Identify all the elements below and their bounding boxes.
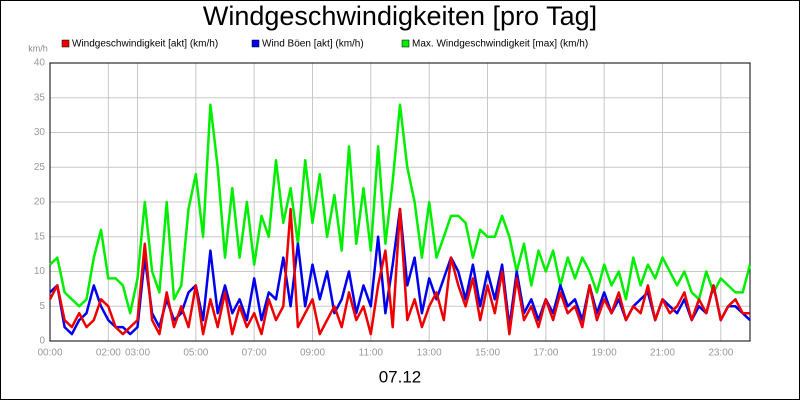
x-tick-label: 03:00 bbox=[125, 348, 150, 359]
y-tick-label: 15 bbox=[34, 231, 46, 242]
y-tick-label: 20 bbox=[34, 197, 46, 208]
x-tick-label: 00:00 bbox=[37, 348, 62, 359]
series-line bbox=[48, 207, 750, 336]
x-tick-label: 07:00 bbox=[242, 348, 267, 359]
x-label: 07.12 bbox=[379, 367, 422, 386]
legend-swatch bbox=[61, 39, 70, 48]
y-tick-label: 30 bbox=[34, 127, 46, 138]
y-tick-label: 40 bbox=[34, 58, 46, 69]
legend-swatch bbox=[401, 39, 410, 48]
y-tick-label: 25 bbox=[34, 162, 46, 173]
x-tick-label: 09:00 bbox=[300, 348, 325, 359]
x-tick-label: 13:00 bbox=[417, 348, 442, 359]
legend-label: Max. Windgeschwindigkeit [max] (km/h) bbox=[412, 39, 588, 50]
y-tick-label: 0 bbox=[39, 336, 45, 347]
x-tick-label: 21:00 bbox=[650, 348, 675, 359]
legend-swatch bbox=[251, 39, 260, 48]
legend-label: Wind Böen [akt] (km/h) bbox=[262, 39, 364, 50]
legend-label: Windgeschwindigkeit [akt] (km/h) bbox=[72, 39, 218, 50]
chart-title: Windgeschwindigkeiten [pro Tag] bbox=[203, 1, 597, 31]
x-tick-label: 11:00 bbox=[359, 348, 384, 359]
series-line bbox=[49, 103, 752, 315]
y-tick-label: 35 bbox=[34, 92, 46, 103]
y-tick-label: 5 bbox=[39, 301, 45, 312]
y-tick-label: 10 bbox=[34, 266, 46, 277]
x-tick-label: 15:00 bbox=[475, 348, 500, 359]
x-tick-label: 05:00 bbox=[183, 348, 208, 359]
y-unit: km/h bbox=[28, 43, 48, 53]
x-tick-label: 17:00 bbox=[533, 348, 558, 359]
x-tick-label: 23:00 bbox=[708, 348, 733, 359]
x-tick-label: 19:00 bbox=[592, 348, 617, 359]
plot-border bbox=[49, 62, 751, 342]
x-tick-label: 02:00 bbox=[96, 348, 121, 359]
